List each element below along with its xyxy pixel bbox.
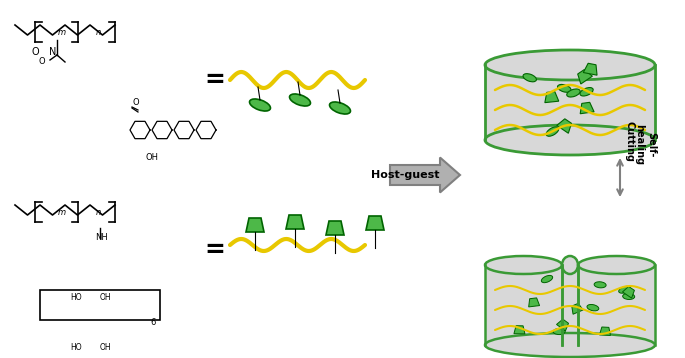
Polygon shape	[529, 298, 540, 307]
Polygon shape	[562, 265, 578, 345]
FancyArrow shape	[390, 158, 460, 193]
Ellipse shape	[249, 99, 271, 111]
Ellipse shape	[541, 275, 553, 283]
Text: n: n	[95, 28, 101, 37]
Text: 6: 6	[150, 318, 155, 327]
Polygon shape	[514, 326, 525, 334]
Text: n: n	[95, 208, 101, 217]
Ellipse shape	[485, 256, 562, 274]
Polygon shape	[545, 92, 559, 103]
Ellipse shape	[485, 50, 655, 80]
Polygon shape	[580, 102, 594, 114]
Polygon shape	[246, 218, 264, 232]
Polygon shape	[599, 327, 610, 335]
Text: Host-guest: Host-guest	[371, 170, 439, 180]
Polygon shape	[326, 221, 344, 235]
Text: O: O	[132, 98, 138, 107]
Ellipse shape	[329, 102, 351, 114]
Ellipse shape	[580, 88, 593, 96]
Ellipse shape	[485, 333, 655, 357]
Polygon shape	[623, 286, 634, 298]
Polygon shape	[578, 265, 655, 345]
Text: OH: OH	[100, 343, 112, 352]
Polygon shape	[556, 319, 569, 331]
Text: =: =	[205, 238, 225, 262]
Text: NH: NH	[95, 233, 108, 242]
Ellipse shape	[523, 74, 536, 82]
Polygon shape	[286, 215, 304, 229]
Text: m: m	[58, 28, 66, 37]
Ellipse shape	[566, 89, 580, 97]
Text: O: O	[32, 47, 39, 57]
Ellipse shape	[623, 294, 635, 300]
Polygon shape	[366, 216, 384, 230]
Text: m: m	[58, 208, 66, 217]
Polygon shape	[485, 265, 562, 345]
Polygon shape	[577, 69, 593, 84]
Ellipse shape	[553, 329, 565, 335]
Ellipse shape	[587, 304, 599, 311]
Ellipse shape	[578, 256, 655, 274]
Text: HO: HO	[70, 343, 82, 352]
Ellipse shape	[594, 282, 606, 288]
Text: =: =	[205, 68, 225, 92]
Text: O: O	[38, 57, 45, 66]
Ellipse shape	[619, 286, 630, 293]
Ellipse shape	[558, 84, 571, 92]
Polygon shape	[557, 119, 571, 133]
Text: N: N	[49, 47, 57, 57]
Ellipse shape	[290, 94, 310, 106]
Polygon shape	[572, 303, 583, 314]
Text: OH: OH	[145, 153, 158, 162]
Ellipse shape	[485, 125, 655, 155]
Bar	[40, 290, 160, 320]
Text: Self-
healing: Self- healing	[634, 124, 656, 165]
Ellipse shape	[562, 256, 578, 274]
Text: Cutting: Cutting	[625, 121, 635, 162]
Text: OH: OH	[100, 293, 112, 302]
Polygon shape	[584, 63, 597, 75]
Polygon shape	[485, 65, 655, 140]
Text: HO: HO	[70, 293, 82, 302]
Ellipse shape	[546, 127, 559, 136]
